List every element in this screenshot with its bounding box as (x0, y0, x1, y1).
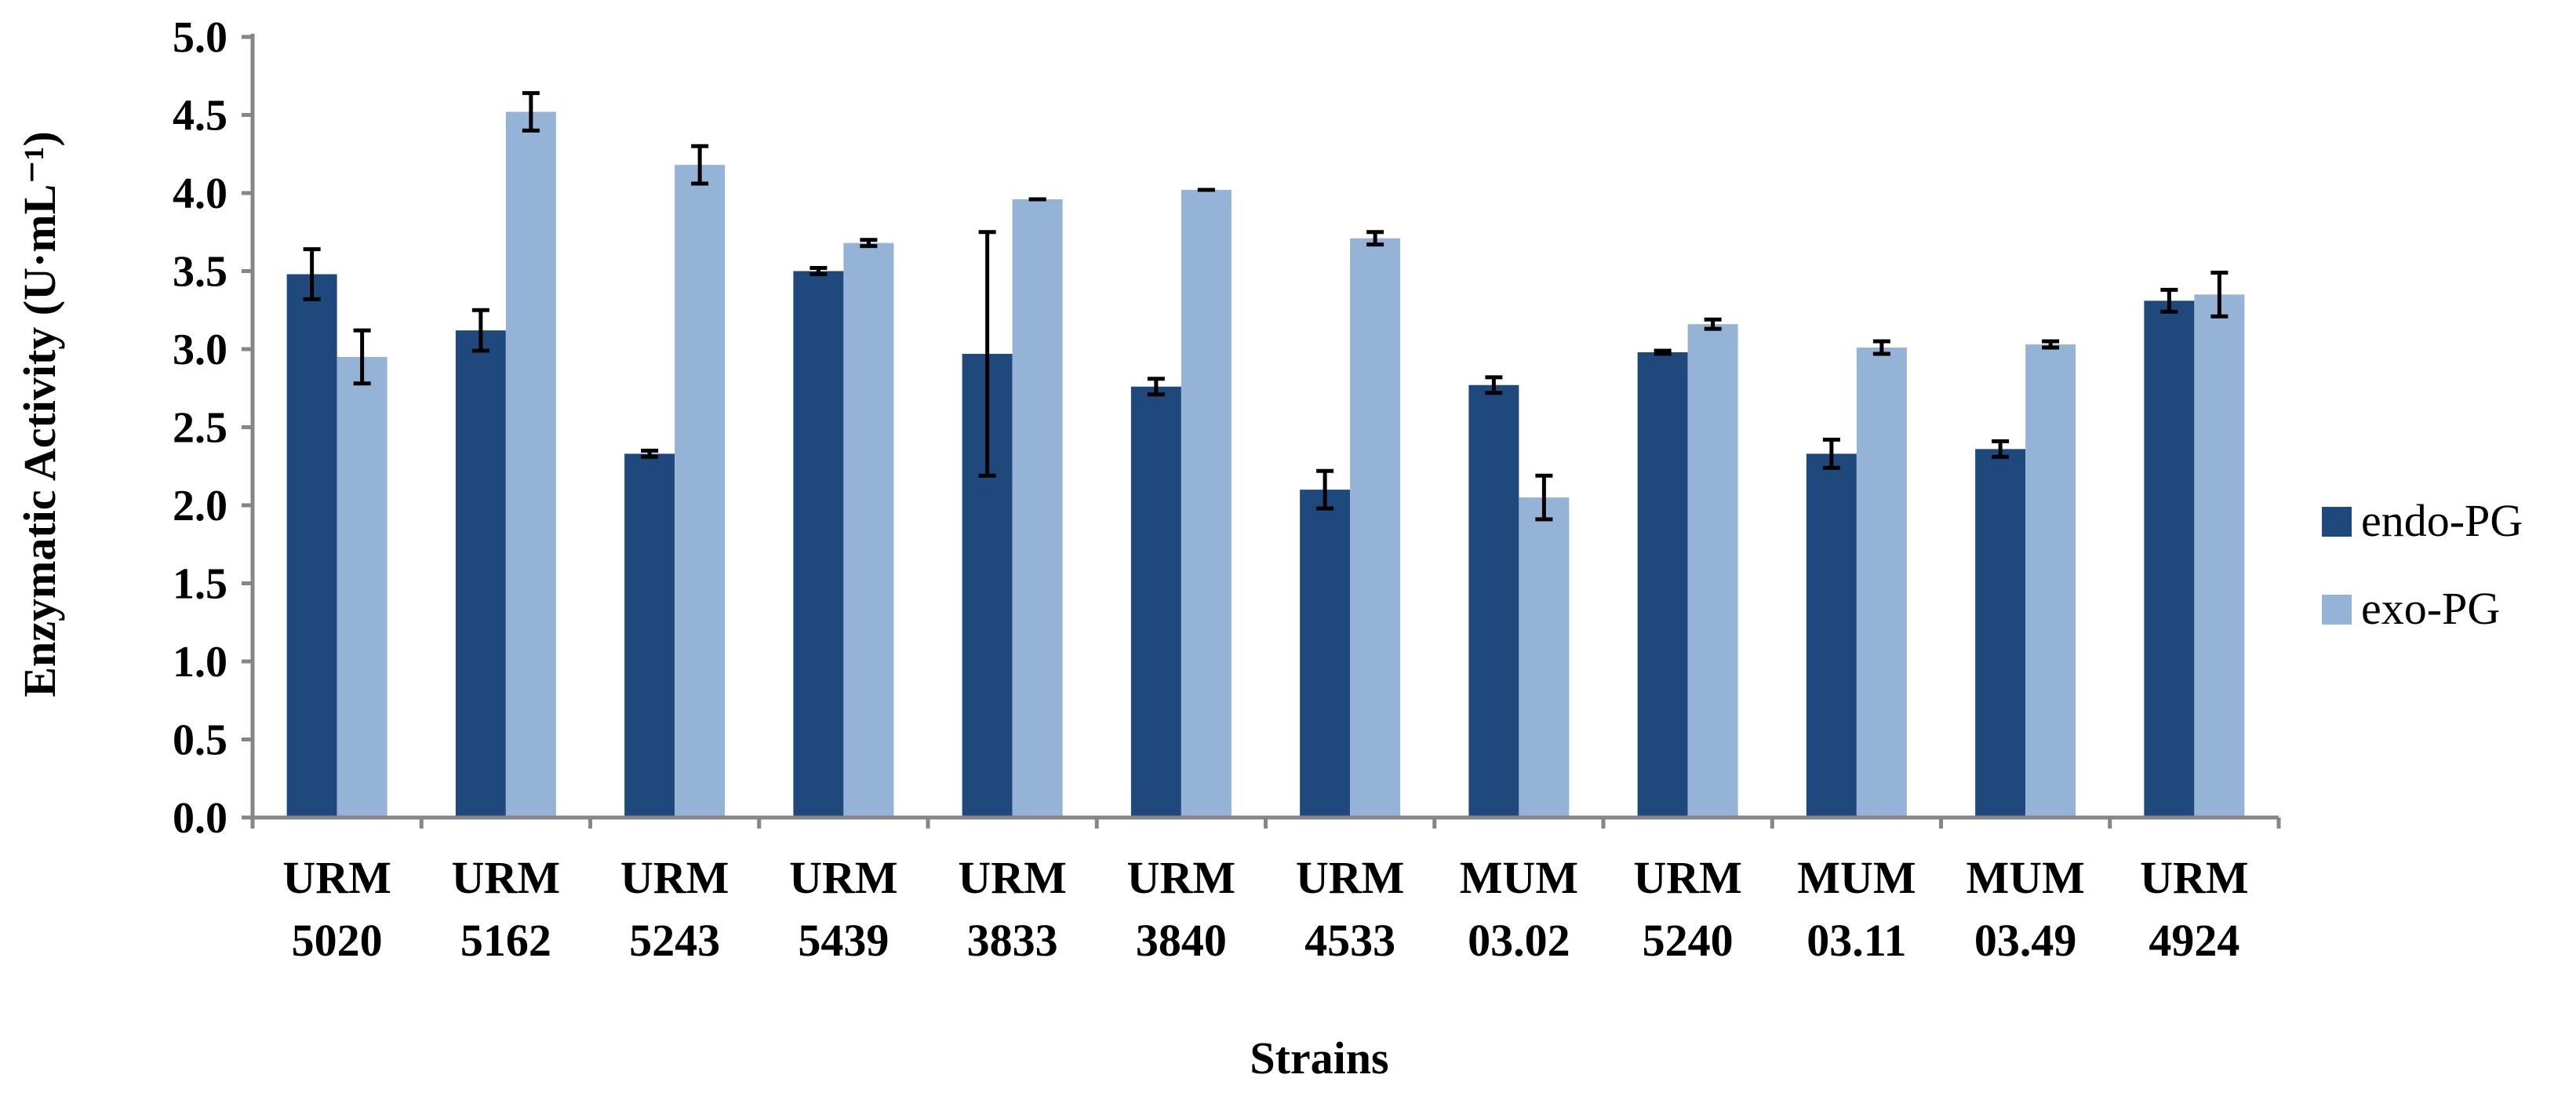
y-axis-title: Enzymatic Activity (U·mL⁻¹) (14, 131, 65, 697)
bar-endo-PG-8 (1468, 384, 1519, 818)
bar-endo-PG-2 (455, 330, 506, 818)
bar-endo-PG-7 (1300, 490, 1351, 818)
x-category-label: URM 5020 (282, 852, 391, 966)
x-category-label: MUM 03.49 (1966, 852, 2084, 966)
x-category-label: URM 5240 (1633, 852, 1742, 966)
bar-exo-PG-8 (1519, 497, 1570, 818)
x-category-label: URM 5439 (789, 852, 898, 966)
legend-label-exo-PG: exo-PG (2361, 583, 2500, 634)
bar-endo-PG-1 (286, 274, 337, 818)
error-bar-endo-PG-4 (810, 266, 828, 276)
error-bar-exo-PG-11 (2042, 339, 2060, 350)
error-bar-exo-PG-2 (522, 91, 540, 133)
bar-exo-PG-9 (1687, 324, 1738, 818)
bar-exo-PG-7 (1350, 238, 1401, 818)
error-bar-endo-PG-8 (1485, 375, 1503, 395)
bar-exo-PG-6 (1181, 190, 1232, 818)
bar-endo-PG-6 (1130, 386, 1181, 818)
bar-exo-PG-2 (505, 111, 556, 818)
x-category-label: URM 5243 (620, 852, 730, 966)
bar-endo-PG-4 (793, 271, 844, 818)
legend-swatch-endo-PG (2322, 507, 2352, 537)
bar-exo-PG-4 (843, 242, 894, 818)
error-bar-endo-PG-12 (2160, 287, 2178, 314)
x-category-label: URM 3833 (958, 852, 1067, 966)
y-tick-label: 4.5 (173, 92, 227, 140)
error-bar-endo-PG-11 (1992, 439, 2010, 459)
plot-layer: 0.0 0.5 1.0 1.5 2.0 2.5 3.0 3.5 4.0 4.5 5.0 URM 5020… (173, 13, 2281, 966)
error-bar-endo-PG-2 (471, 308, 489, 353)
error-bar-exo-PG-4 (860, 238, 878, 249)
error-bar-exo-PG-7 (1366, 230, 1384, 247)
y-axis-title-group: Enzymatic Activity (U·mL⁻¹) (14, 131, 65, 697)
x-category-label: URM 5162 (452, 852, 561, 966)
error-bar-endo-PG-1 (303, 247, 321, 301)
y-tick-label: 3.5 (173, 248, 227, 297)
bar-exo-PG-11 (2025, 344, 2076, 818)
legend-label-endo-PG: endo-PG (2361, 495, 2523, 546)
y-tick-label: 1.5 (173, 560, 227, 609)
bar-endo-PG-3 (624, 453, 675, 818)
error-bar-exo-PG-3 (691, 144, 709, 186)
x-category-label: URM 4533 (1296, 852, 1405, 966)
error-bar-endo-PG-10 (1822, 437, 1840, 470)
error-bar-exo-PG-1 (353, 328, 371, 386)
bar-exo-PG-1 (337, 356, 387, 818)
error-bar-endo-PG-5 (978, 230, 996, 478)
y-tick-label: 0.5 (173, 716, 227, 765)
bar-endo-PG-12 (2144, 300, 2195, 818)
y-tick-label: 1.0 (173, 638, 227, 687)
y-tick-label: 3.0 (173, 326, 227, 374)
bar-exo-PG-10 (1856, 348, 1907, 818)
error-bar-endo-PG-3 (641, 448, 659, 459)
y-tick-label: 5.0 (173, 13, 227, 62)
error-bar-exo-PG-9 (1704, 317, 1722, 331)
x-category-label: URM 4924 (2140, 852, 2249, 966)
legend: endo-PG exo-PG (2322, 495, 2523, 634)
bar-endo-PG-11 (1975, 449, 2026, 818)
x-category-label: URM 3840 (1127, 852, 1236, 966)
x-axis-title: Strains (1250, 1033, 1388, 1084)
error-bar-exo-PG-10 (1872, 339, 1890, 356)
y-tick-label: 2.5 (173, 404, 227, 453)
bar-endo-PG-9 (1637, 351, 1688, 818)
bar-exo-PG-3 (675, 165, 726, 818)
error-bar-exo-PG-8 (1535, 473, 1553, 522)
x-category-label: MUM 03.11 (1797, 852, 1916, 966)
error-bar-exo-PG-12 (2210, 270, 2229, 319)
bar-exo-PG-5 (1012, 199, 1063, 818)
y-tick-label: 4.0 (173, 169, 227, 218)
bar-endo-PG-10 (1806, 453, 1857, 818)
bar-exo-PG-12 (2194, 294, 2245, 818)
y-tick-label: 0.0 (173, 794, 227, 843)
x-category-label: MUM 03.02 (1460, 852, 1578, 966)
legend-swatch-exo-PG (2322, 595, 2352, 625)
error-bar-endo-PG-9 (1654, 348, 1672, 356)
y-tick-label: 2.0 (173, 482, 227, 530)
error-bar-endo-PG-6 (1147, 377, 1165, 397)
error-bar-endo-PG-7 (1316, 468, 1334, 511)
